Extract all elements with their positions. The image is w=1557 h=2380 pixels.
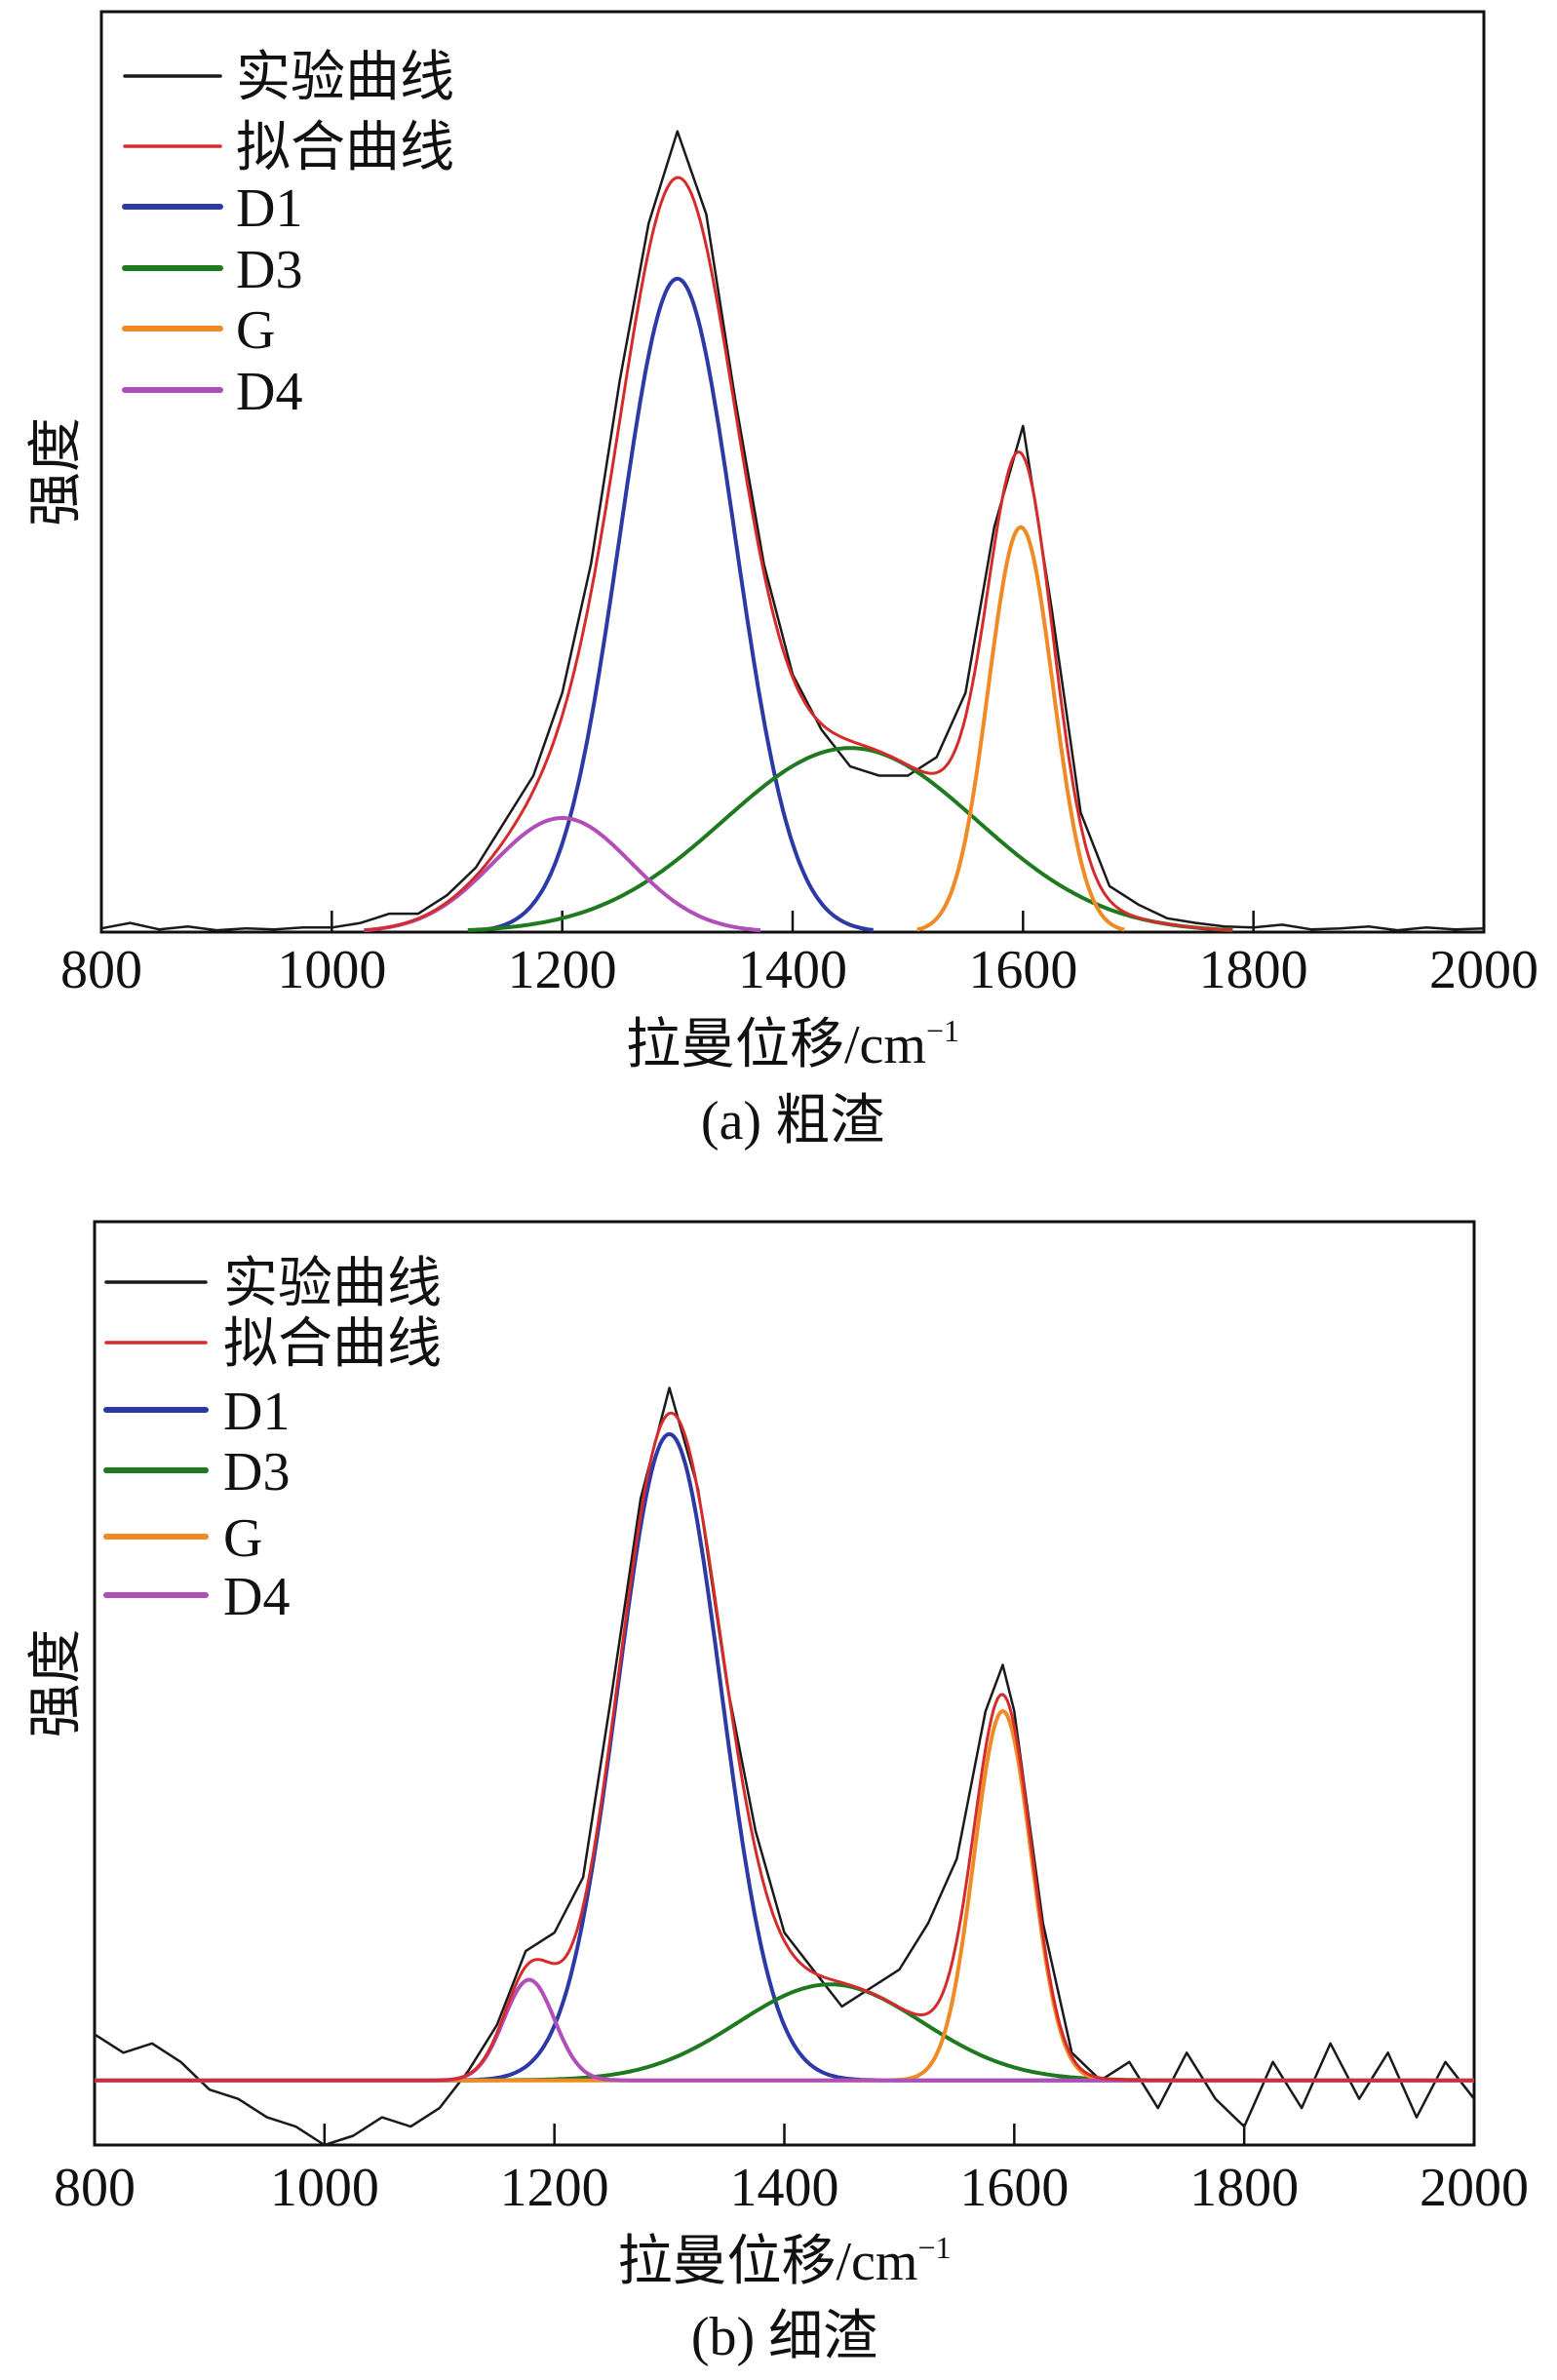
x-tick-label: 800 — [54, 2158, 136, 2218]
series-d1 — [95, 1431, 1474, 2083]
series-d3 — [467, 746, 1233, 932]
x-tick-label: 1600 — [959, 2158, 1069, 2218]
legend-label: D3 — [223, 1442, 290, 1502]
x-axis-label-superscript: −1 — [926, 1013, 959, 1048]
x-tick-label: 1800 — [1199, 940, 1308, 1000]
x-tick-label: 1200 — [508, 940, 617, 1000]
legend-label: 实验曲线 — [236, 48, 454, 108]
legend-label: 拟合曲线 — [223, 1314, 442, 1375]
series-d3 — [95, 1982, 1474, 2083]
legend-label: D3 — [236, 240, 302, 300]
x-axis-label: 拉曼位移/cm−1 — [626, 1013, 959, 1075]
series-d1 — [481, 276, 874, 932]
legend-label: D4 — [223, 1567, 290, 1627]
x-tick-label: 1600 — [968, 940, 1077, 1000]
x-axis-label-superscript: −1 — [917, 2230, 951, 2265]
x-tick-label: 800 — [60, 940, 142, 1000]
chart-a: 800 1000 1200 1400 1600 1800 2000 实验曲线拟合曲线D1D3G… — [26, 10, 1538, 1151]
x-tick-label: 2000 — [1429, 940, 1538, 1000]
x-tick-label: 1400 — [730, 2158, 839, 2218]
x-tick-label: 1800 — [1189, 2158, 1299, 2218]
y-axis-label: 强度 — [26, 1629, 87, 1738]
legend-label: 实验曲线 — [223, 1254, 442, 1314]
legend-label: G — [223, 1508, 262, 1569]
x-axis-label: 拉曼位移/cm−1 — [617, 2230, 951, 2292]
x-tick-label: 2000 — [1420, 2158, 1529, 2218]
x-tick-label: 1400 — [738, 940, 847, 1000]
x-tick-label: 1000 — [270, 2158, 379, 2218]
legend-label: D1 — [223, 1382, 290, 1442]
series-experimental — [94, 1386, 1475, 2147]
chart-caption: (b) 细渣 — [691, 2307, 877, 2367]
series-experimental — [100, 130, 1485, 932]
legend-label: 拟合曲线 — [236, 118, 454, 178]
legend-label: D1 — [236, 178, 302, 239]
series-fit — [95, 1411, 1474, 2083]
y-axis-label: 强度 — [26, 417, 87, 527]
x-tick-label: 1000 — [277, 940, 386, 1000]
chart-caption: (a) 粗渣 — [701, 1091, 884, 1151]
legend-label: G — [236, 300, 275, 361]
series-fit — [364, 176, 1233, 932]
series-g — [916, 525, 1125, 932]
x-tick-label: 1200 — [500, 2158, 609, 2218]
legend-label: D4 — [236, 362, 302, 422]
